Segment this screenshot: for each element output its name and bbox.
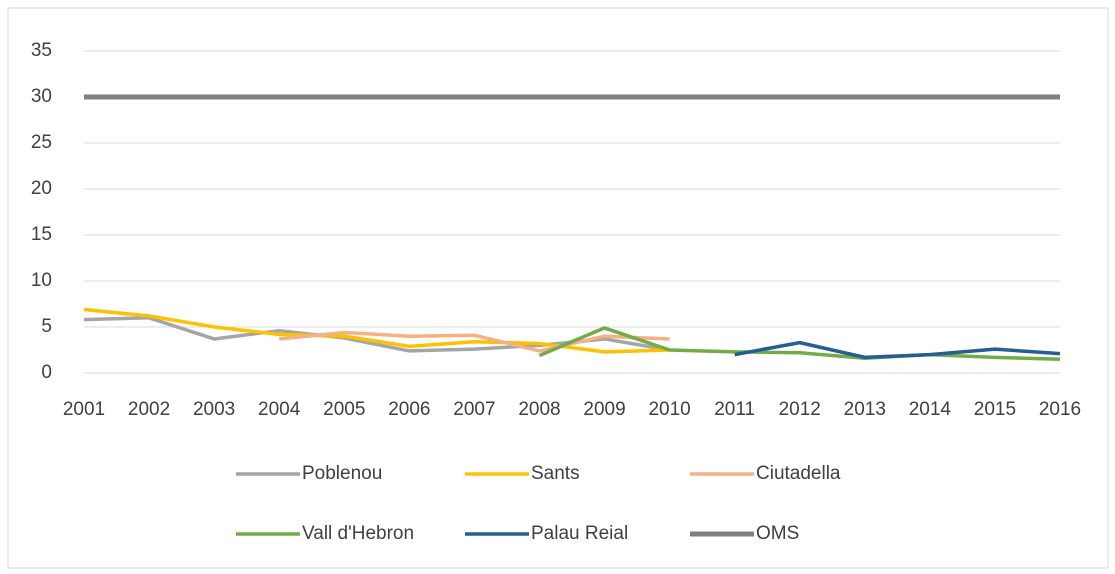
x-tick-label: 2005 (323, 399, 365, 420)
y-tick-label: 15 (31, 224, 52, 245)
x-tick-label: 2003 (193, 399, 235, 420)
x-tick-label: 2006 (388, 399, 430, 420)
chart-border (7, 7, 1109, 569)
legend-label: Vall d'Hebron (302, 523, 414, 544)
x-tick-label: 2009 (583, 399, 625, 420)
y-tick-label: 25 (31, 132, 52, 153)
y-tick-label: 20 (31, 178, 52, 199)
legend-label: OMS (756, 523, 799, 544)
x-tick-label: 2008 (518, 399, 560, 420)
x-tick-label: 2001 (63, 399, 105, 420)
x-tick-label: 2002 (128, 399, 170, 420)
y-tick-label: 10 (31, 270, 52, 291)
x-tick-label: 2012 (779, 399, 821, 420)
x-tick-label: 2011 (714, 399, 755, 420)
legend-label: Sants (531, 463, 580, 484)
x-tick-label: 2007 (453, 399, 495, 420)
x-tick-label: 2015 (974, 399, 1016, 420)
series-line (279, 330, 670, 353)
y-tick-label: 5 (41, 316, 52, 337)
series-line (83, 307, 670, 354)
legend-label: Ciutadella (756, 463, 841, 484)
y-tick-label: 0 (41, 362, 52, 383)
x-tick-label: 2016 (1039, 399, 1081, 420)
legend-label: Palau Reial (531, 523, 628, 544)
series-line (538, 326, 1061, 361)
series-line (734, 340, 1061, 360)
x-tick-label: 2004 (258, 399, 301, 420)
legend-label: Poblenou (302, 463, 382, 484)
y-tick-label: 30 (31, 86, 52, 107)
x-tick-label: 2010 (648, 399, 690, 420)
x-tick-label: 2013 (844, 399, 886, 420)
y-tick-label: 35 (31, 40, 52, 61)
x-tick-label: 2014 (909, 399, 952, 420)
